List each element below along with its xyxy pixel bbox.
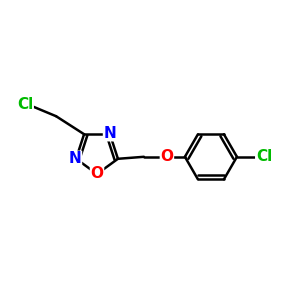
Text: O: O xyxy=(160,149,173,164)
Text: O: O xyxy=(91,167,103,182)
Text: N: N xyxy=(69,151,82,166)
Text: N: N xyxy=(103,126,116,141)
Text: Cl: Cl xyxy=(256,149,272,164)
Text: Cl: Cl xyxy=(17,97,33,112)
